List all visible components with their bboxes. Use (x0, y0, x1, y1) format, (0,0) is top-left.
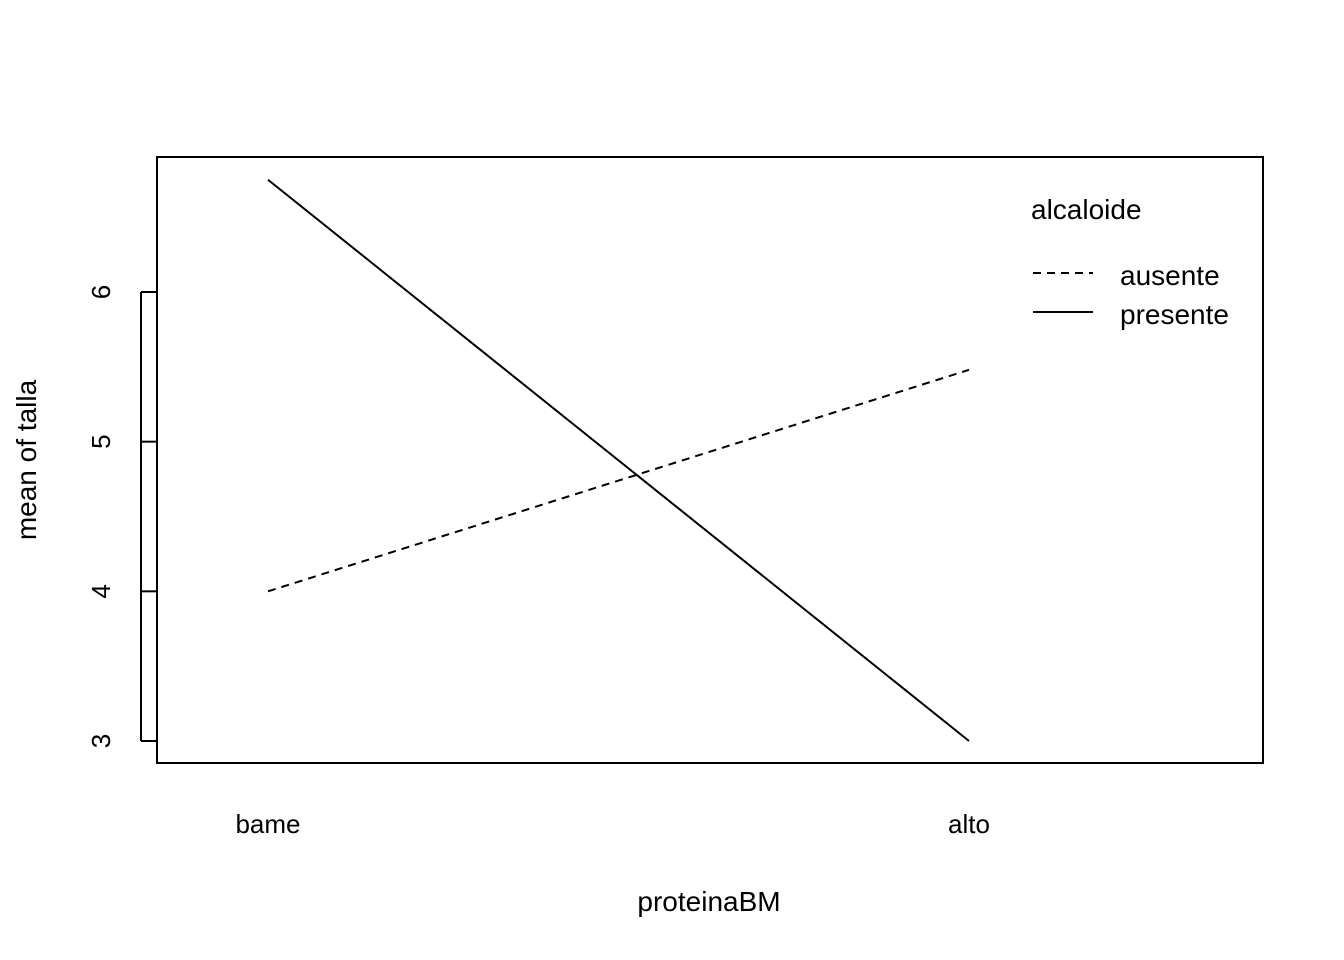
series-line-ausente (267, 368, 970, 593)
legend-label-presente: presente (1120, 299, 1229, 330)
y-tick-label: 6 (86, 285, 116, 299)
x-axis-label: proteinaBM (637, 886, 780, 917)
legend: alcaloide ausente presente (1031, 194, 1229, 330)
x-tick-label: bame (235, 809, 300, 839)
y-axis-label: mean of talla (11, 379, 42, 540)
x-tick-label: alto (948, 809, 990, 839)
x-tick-labels: bame alto (235, 809, 989, 839)
y-tick-label: 3 (86, 734, 116, 748)
y-tick-label: 5 (86, 434, 116, 448)
series-line-presente (267, 178, 970, 742)
series-layer (267, 178, 970, 742)
y-tick-label: 4 (86, 584, 116, 598)
plot-frame (156, 156, 1264, 764)
y-ticks: 3 4 5 6 (86, 285, 157, 748)
legend-label-ausente: ausente (1120, 260, 1220, 291)
legend-title: alcaloide (1031, 194, 1142, 225)
